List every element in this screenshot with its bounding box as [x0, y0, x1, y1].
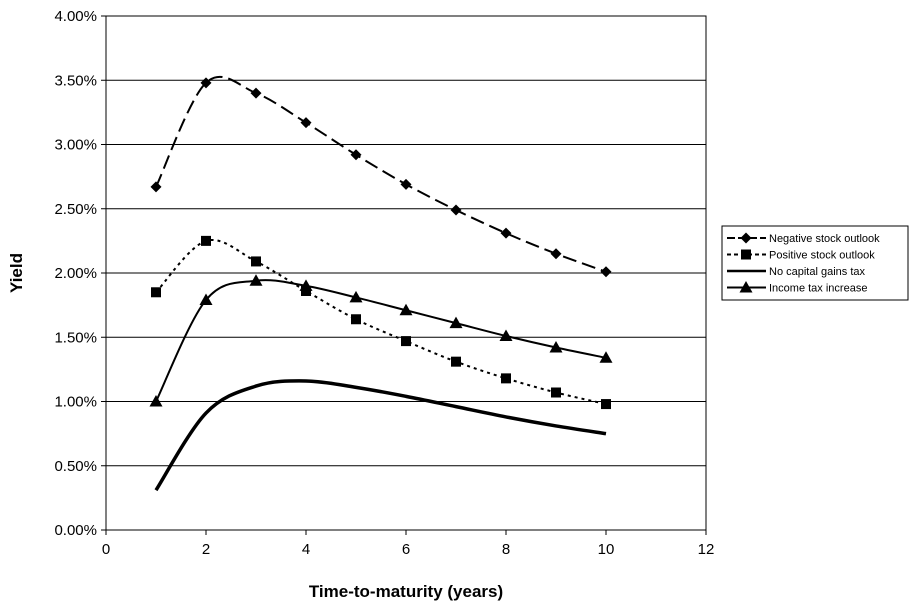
data-point	[251, 256, 261, 267]
data-point	[250, 87, 262, 99]
series-2	[154, 379, 607, 492]
data-point	[551, 387, 561, 398]
series-line	[154, 379, 607, 492]
y-tick-label: 0.00%	[54, 522, 97, 539]
data-point	[299, 279, 313, 291]
data-point	[550, 248, 562, 260]
legend-label: Income tax increase	[769, 283, 867, 295]
series-line	[155, 76, 607, 273]
data-point	[249, 274, 263, 286]
x-tick-label: 0	[102, 541, 110, 558]
data-point	[601, 399, 611, 410]
data-point	[200, 77, 212, 89]
data-point	[350, 149, 362, 161]
series-group	[149, 76, 613, 492]
x-tick-label: 8	[502, 541, 510, 558]
x-tick-label: 4	[302, 541, 310, 558]
legend-label: Positive stock outlook	[769, 250, 875, 262]
y-tick-label: 3.00%	[54, 137, 97, 154]
legend-label: Negative stock outlook	[769, 233, 880, 245]
data-point	[151, 287, 161, 298]
x-tick-label: 12	[698, 541, 715, 558]
series-line	[155, 238, 607, 406]
y-tick-label: 2.00%	[54, 265, 97, 282]
data-point	[150, 181, 162, 193]
data-point	[400, 178, 412, 190]
legend: Negative stock outlook Positive stock out…	[721, 225, 909, 301]
legend-swatch-marker	[740, 232, 752, 244]
data-point	[199, 293, 213, 305]
data-point	[500, 227, 512, 239]
data-point	[599, 351, 613, 363]
x-tick-label: 6	[402, 541, 410, 558]
y-tick-label: 4.00%	[54, 8, 97, 25]
y-tick-label: 0.50%	[54, 458, 97, 475]
data-point	[501, 373, 511, 384]
x-axis-title: Time-to-maturity (years)	[309, 582, 503, 601]
data-point	[451, 356, 461, 367]
data-point	[401, 336, 411, 347]
series-0	[150, 76, 612, 278]
data-point	[201, 235, 211, 246]
legend-swatch-marker	[739, 281, 753, 293]
x-tick-label: 2	[202, 541, 210, 558]
data-point	[449, 316, 463, 329]
series-line	[155, 279, 607, 402]
data-point	[600, 266, 612, 278]
axis-ticks: 0.00% 0.50% 1.00% 1.50% 2.00% 2.50% 3.00% 3.50%…	[54, 8, 714, 558]
data-point	[300, 117, 312, 129]
data-point	[450, 204, 462, 216]
data-point	[149, 395, 163, 407]
data-point	[349, 290, 363, 303]
data-point	[301, 285, 311, 296]
y-tick-label: 2.50%	[54, 201, 97, 218]
legend-label: No capital gains tax	[769, 266, 865, 278]
data-point	[549, 341, 563, 353]
y-tick-label: 1.00%	[54, 394, 97, 411]
y-tick-label: 1.50%	[54, 329, 97, 346]
x-tick-label: 10	[598, 541, 615, 558]
series-1	[151, 235, 611, 410]
data-point	[499, 329, 513, 341]
data-point	[351, 314, 361, 325]
grid-lines	[106, 79, 706, 467]
legend-swatch-marker	[741, 249, 751, 260]
y-tick-label: 3.50%	[54, 72, 97, 89]
series-3	[149, 274, 613, 407]
y-axis-title: Yield	[7, 253, 26, 293]
data-point	[399, 303, 413, 316]
